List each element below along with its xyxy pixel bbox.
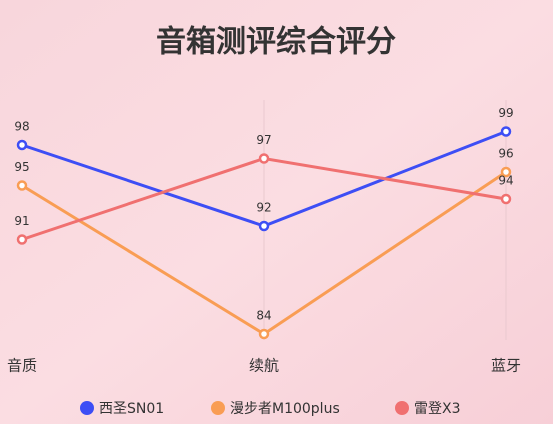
legend-marker [211, 401, 225, 415]
x-tick-label: 音质 [7, 357, 37, 375]
legend-label: 西圣SN01 [99, 401, 164, 417]
legend-marker [395, 401, 409, 415]
point-marker [258, 328, 270, 340]
data-label: 92 [256, 201, 271, 215]
point-marker [16, 234, 28, 245]
data-label: 96 [498, 147, 513, 161]
x-tick-label: 蓝牙 [491, 357, 521, 375]
data-label: 97 [256, 133, 271, 147]
legend-label: 漫步者M100plus [230, 401, 340, 417]
chart-title: 音箱测评综合评分 [156, 25, 396, 60]
data-label: 84 [256, 309, 271, 323]
point-marker [16, 180, 28, 191]
x-tick-label: 续航 [249, 357, 279, 375]
point-marker [16, 139, 28, 151]
point-marker [258, 220, 270, 232]
point-marker [258, 153, 270, 164]
point-marker [500, 193, 512, 205]
data-label: 99 [498, 106, 513, 120]
point-marker [500, 166, 512, 178]
data-label: 91 [14, 214, 29, 228]
point-marker [500, 126, 512, 137]
data-label: 94 [498, 174, 513, 188]
legend-marker [80, 401, 94, 415]
data-label: 98 [14, 120, 29, 134]
legend-label: 雷登X3 [414, 401, 461, 417]
data-label: 95 [14, 160, 29, 174]
